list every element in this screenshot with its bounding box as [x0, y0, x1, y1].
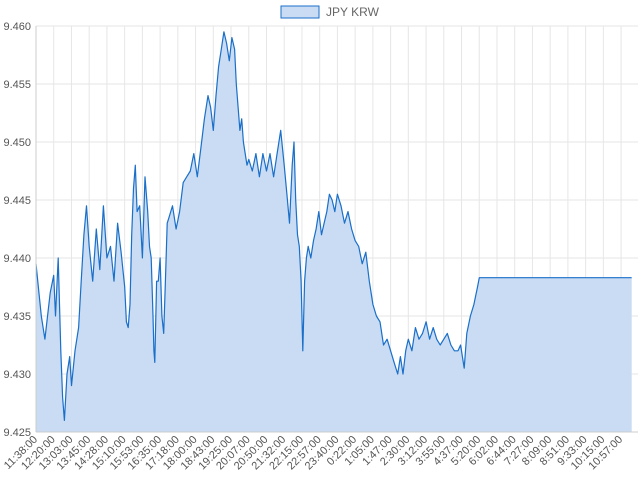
y-tick-label: 9.430	[3, 369, 31, 381]
y-tick-label: 9.440	[3, 253, 31, 265]
series-area-fill	[36, 31, 632, 433]
y-tick-label: 9.450	[3, 137, 31, 149]
y-tick-label: 9.425	[3, 427, 31, 439]
y-tick-label: 9.455	[3, 79, 31, 91]
axis-layer: 9.460 9.455 9.450 9.445 9.440 9.435 9.430 9.425…	[2, 21, 638, 472]
y-tick-label: 9.460	[3, 21, 31, 33]
legend-label[interactable]: JPY KRW	[326, 5, 380, 19]
legend-swatch[interactable]	[280, 5, 320, 19]
y-tick-label: 9.445	[3, 195, 31, 207]
y-tick-label: 9.435	[3, 311, 31, 323]
legend[interactable]: JPY KRW	[280, 5, 380, 19]
series-line[interactable]	[35, 31, 632, 421]
area-layer	[35, 31, 632, 433]
